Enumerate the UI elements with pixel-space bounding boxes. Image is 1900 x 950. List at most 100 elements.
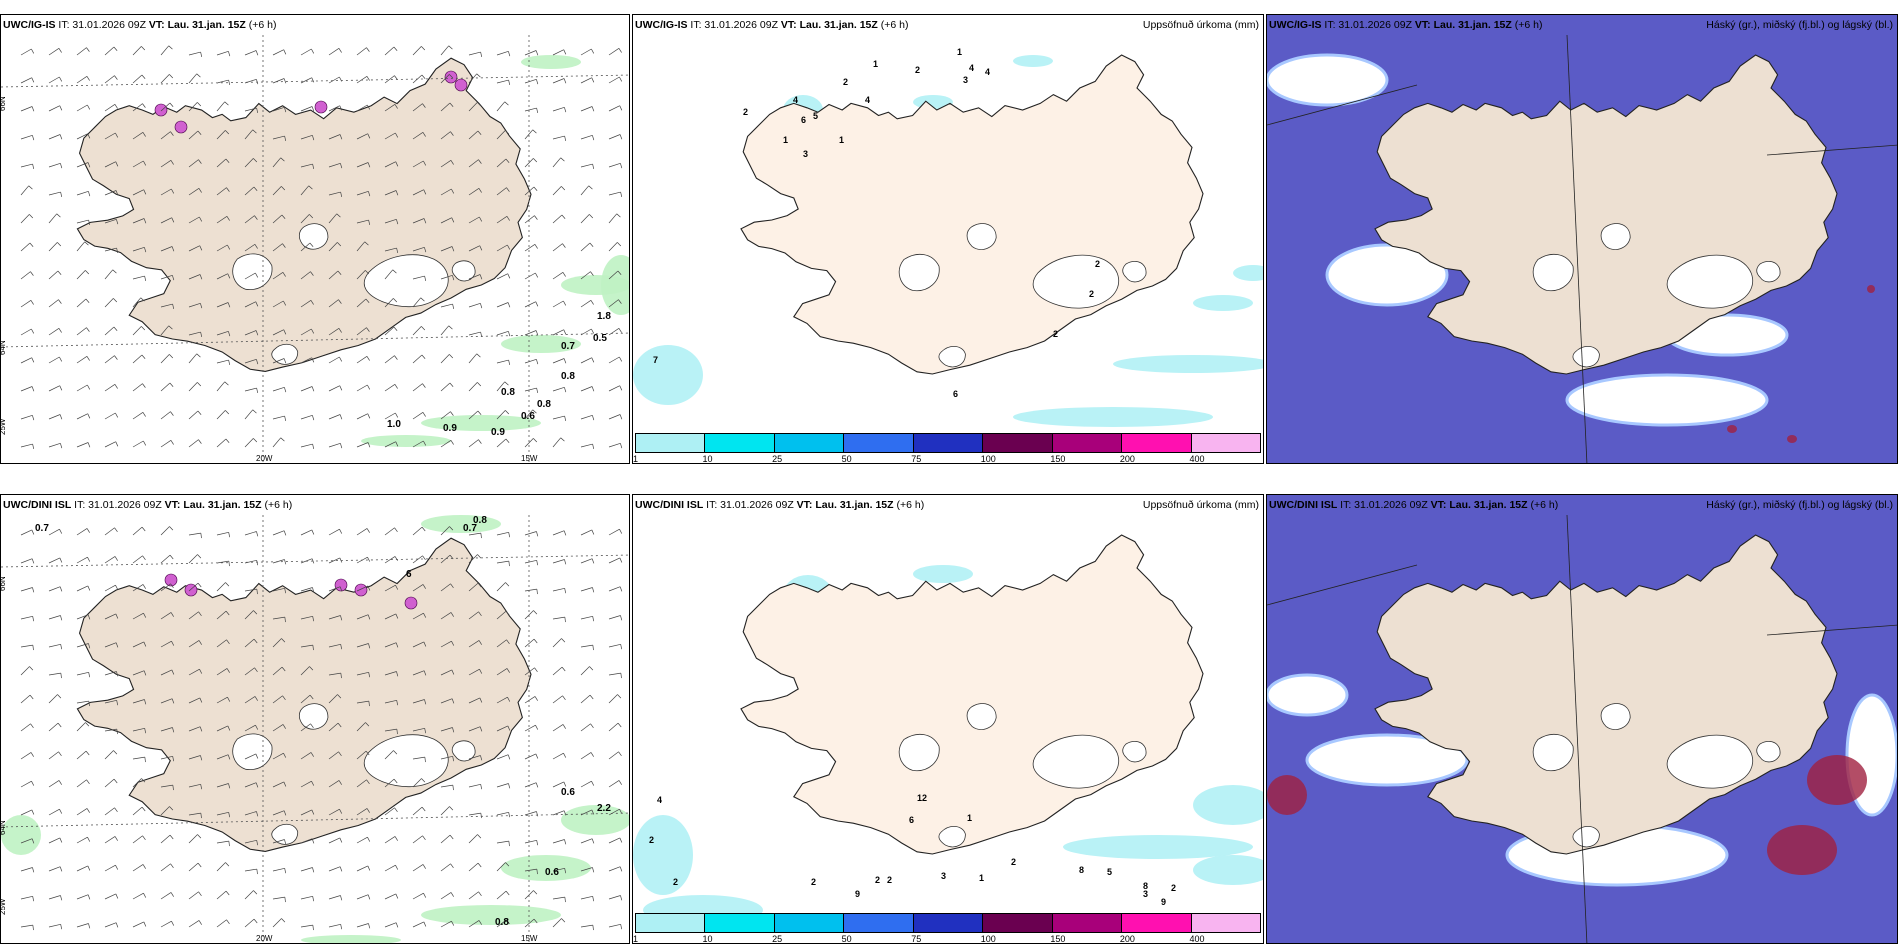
wind-barb [188, 755, 201, 760]
wind-barb-feather [142, 584, 146, 589]
wind-barb [216, 215, 228, 224]
wind-barb [496, 862, 506, 872]
wind-barb [384, 750, 394, 760]
wind-barb-feather [172, 727, 175, 733]
wind-barb [524, 358, 537, 364]
wind-barb-feather [507, 244, 511, 250]
glacier [1122, 260, 1147, 283]
wind-barb [552, 437, 561, 448]
wind-barb-feather [284, 387, 287, 393]
wind-barb [160, 74, 170, 84]
wind-barb-feather [144, 728, 147, 734]
precip-area [1113, 355, 1263, 373]
wind-barb-feather [143, 613, 147, 618]
wind-barb-feather [200, 52, 203, 58]
wind-barb [524, 811, 537, 816]
wind-barb [328, 134, 341, 140]
wind-barb-feather [143, 893, 147, 898]
wind-barb [300, 924, 313, 928]
wind-barb [244, 272, 256, 280]
wind-barb-feather [563, 49, 567, 55]
wind-barb [608, 586, 621, 592]
wind-barb [188, 812, 201, 816]
wind-barb-feather [450, 892, 454, 897]
wind-barb [608, 722, 619, 732]
wind-barb-feather [114, 75, 118, 80]
wind-barb-feather [142, 864, 146, 869]
precip-spot [404, 596, 418, 610]
wind-barb-feather [283, 810, 287, 816]
cloud-map [1267, 495, 1897, 943]
wind-barb [496, 50, 509, 56]
wind-barb-feather [113, 46, 118, 52]
wind-barb [496, 381, 505, 392]
wind-barb [384, 556, 396, 564]
wind-barb [104, 412, 116, 420]
wind-barb [244, 243, 256, 252]
wind-barb-feather [143, 670, 147, 676]
wind-barb [272, 810, 285, 816]
wind-barb-feather [367, 104, 371, 110]
precip-value-label: 4 [793, 95, 798, 105]
wind-barb-feather [253, 890, 258, 895]
wind-barb-feather [197, 834, 202, 839]
legend-tick-label: 25 [772, 454, 783, 464]
legend-swatch [844, 434, 914, 452]
wind-barb [300, 752, 312, 760]
wind-barb-feather [535, 301, 539, 307]
precip-value-label: 4 [865, 95, 870, 105]
wind-barb [608, 213, 617, 224]
wind-barb [76, 779, 87, 788]
wind-barb [440, 806, 450, 816]
wind-barb-feather [283, 358, 287, 364]
wind-barb [160, 863, 171, 872]
wind-barb-feather [281, 918, 286, 923]
wind-barb [76, 219, 89, 224]
wind-barb [468, 102, 478, 112]
wind-barb [412, 756, 425, 760]
wind-barb-feather [451, 188, 455, 194]
wind-barb [216, 639, 227, 648]
wind-barb-feather [367, 133, 371, 139]
wind-barb-feather [393, 778, 398, 784]
wind-barb-feather [254, 244, 258, 249]
wind-barb-feather [199, 245, 203, 251]
wind-barb-feather [282, 272, 286, 277]
iceland [740, 54, 1204, 375]
wind-barb [468, 130, 479, 140]
wind-barb [356, 298, 367, 308]
wind-barb [244, 667, 255, 676]
wind-barb [440, 411, 451, 420]
wind-barb-feather [592, 135, 595, 141]
latitude-line [1, 554, 629, 568]
wind-barb-feather [421, 526, 426, 532]
wind-barb-feather [32, 164, 35, 170]
wind-barb-feather [198, 640, 202, 645]
wind-barb-feather [424, 247, 427, 253]
wind-barb [104, 778, 115, 788]
wind-barb [272, 867, 285, 872]
wind-barb-feather [448, 45, 453, 50]
wind-barb-feather [253, 918, 258, 924]
wind-barb-feather [228, 561, 230, 567]
wind-barb [580, 48, 592, 56]
high-cloud-area [1267, 775, 1307, 815]
wind-barb-feather [536, 840, 539, 846]
wind-barb-feather [450, 583, 454, 589]
wind-barb-feather [199, 697, 203, 703]
wind-barb [496, 639, 507, 648]
wind-barb-feather [140, 297, 145, 302]
wind-barb [356, 190, 369, 196]
wind-barb-feather [256, 531, 259, 537]
glacier [271, 824, 299, 845]
wind-barb [468, 51, 481, 56]
wind-barb-feather [620, 192, 623, 198]
wind-barb-feather [141, 806, 146, 812]
lat-label: 64N [627, 815, 630, 830]
wind-barb-feather [366, 528, 370, 533]
wind-barb-feather [143, 160, 147, 166]
wind-barb [300, 723, 311, 732]
legend-swatch [1122, 914, 1192, 932]
wind-barb [104, 75, 115, 84]
wind-barb [216, 130, 226, 140]
